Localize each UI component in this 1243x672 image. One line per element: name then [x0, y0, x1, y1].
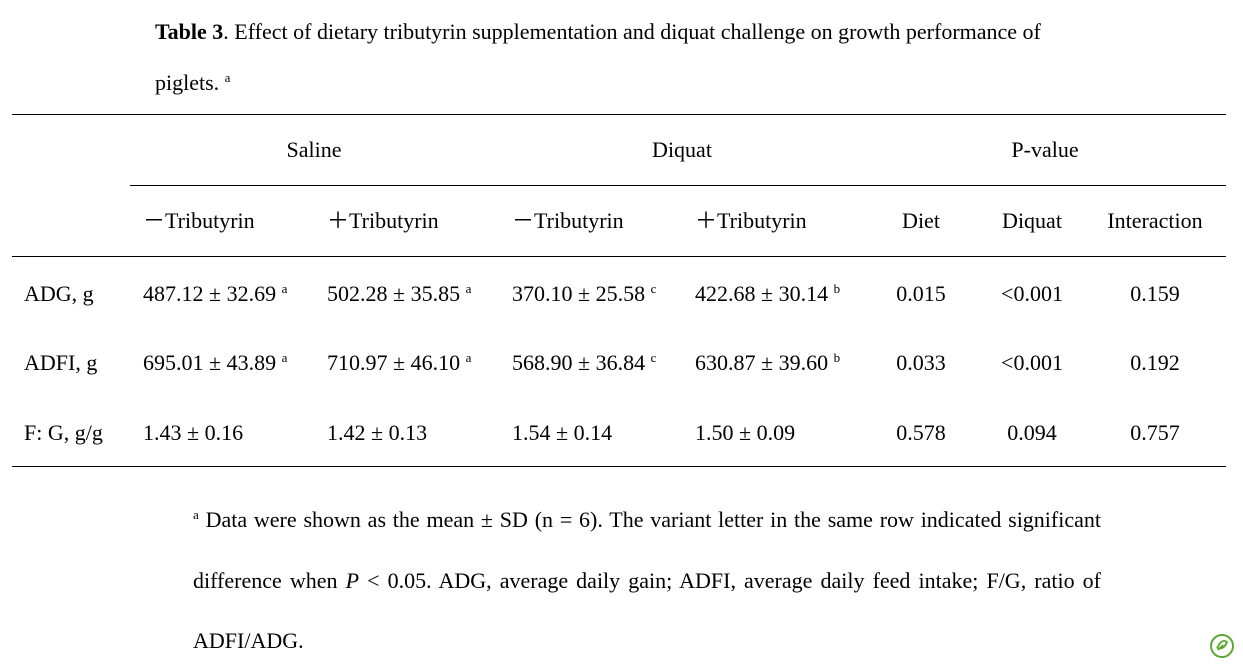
footnote-italic: P: [345, 567, 360, 593]
cell-value: 370.10 ± 25.58: [512, 281, 646, 306]
rule: [130, 185, 1226, 186]
cell: 422.68 ± 30.14 b: [695, 281, 840, 307]
p-value: 0.757: [1130, 420, 1180, 445]
cell: 695.01 ± 43.89 a: [143, 350, 287, 376]
p-value: <0.001: [1001, 281, 1063, 306]
title-text: . Effect of dietary tributyrin supplemen…: [155, 19, 1041, 95]
footnote: a Data were shown as the mean ± SD (n = …: [193, 490, 1101, 672]
group-header: Saline: [286, 137, 342, 162]
cell: 370.10 ± 25.58 c: [512, 281, 656, 307]
cell: 1.42 ± 0.13: [327, 420, 427, 446]
cell: 502.28 ± 35.85 a: [327, 281, 471, 307]
cell: 487.12 ± 32.69 a: [143, 281, 287, 307]
cell-sup: a: [281, 350, 288, 365]
column-header: Interaction: [1107, 208, 1203, 233]
cell-value: 630.87 ± 39.60: [695, 350, 829, 375]
cell-sup: c: [650, 350, 657, 365]
cell-sup: a: [281, 281, 288, 296]
column-header: －Tributyrin: [143, 208, 255, 233]
cell-value: 1.43 ± 0.16: [143, 420, 244, 445]
column-header: ＋Tributyrin: [695, 208, 807, 233]
cell-value: 1.50 ± 0.09: [695, 420, 796, 445]
table-title: Table 3. Effect of dietary tributyrin su…: [155, 6, 1067, 108]
cell-value: 502.28 ± 35.85: [327, 281, 461, 306]
row-label: ADG, g: [24, 281, 94, 306]
cell-sup: b: [833, 281, 841, 296]
p-value: 0.015: [896, 281, 946, 306]
footnote-sup: a: [193, 507, 199, 522]
cell-value: 487.12 ± 32.69: [143, 281, 277, 306]
p-value: <0.001: [1001, 350, 1063, 375]
cell-sup: b: [833, 350, 841, 365]
rule: [12, 256, 1226, 257]
p-value: 0.094: [1007, 420, 1057, 445]
cell-value: 695.01 ± 43.89: [143, 350, 277, 375]
cell-value: 710.97 ± 46.10: [327, 350, 461, 375]
cell: 568.90 ± 36.84 c: [512, 350, 656, 376]
footnote-text: Data were shown as the mean ± SD (n = 6)…: [193, 507, 1101, 593]
title-sup: a: [224, 70, 231, 85]
cell-sup: a: [465, 350, 472, 365]
row-label: F: G, g/g: [24, 420, 103, 445]
cell: 1.50 ± 0.09: [695, 420, 795, 446]
cell-value: 422.68 ± 30.14: [695, 281, 829, 306]
footnote-text: < 0.05. ADG, average daily gain; ADFI, a…: [193, 567, 1101, 654]
column-header: Diquat: [1002, 208, 1062, 233]
column-header: ＋Tributyrin: [327, 208, 439, 233]
p-value: 0.192: [1130, 350, 1180, 375]
cell: 630.87 ± 39.60 b: [695, 350, 840, 376]
column-header: －Tributyrin: [512, 208, 624, 233]
cell-value: 568.90 ± 36.84: [512, 350, 646, 375]
cell-value: 1.54 ± 0.14: [512, 420, 613, 445]
column-header: Diet: [902, 208, 940, 233]
rule: [12, 466, 1226, 467]
logo-icon: [1210, 634, 1234, 658]
p-value: 0.033: [896, 350, 946, 375]
cell-value: 1.42 ± 0.13: [327, 420, 428, 445]
p-value: 0.159: [1130, 281, 1180, 306]
title-bold: Table 3: [155, 19, 224, 44]
cell: 1.54 ± 0.14: [512, 420, 612, 446]
p-value: 0.578: [896, 420, 946, 445]
group-header: P-value: [1011, 137, 1079, 162]
rule: [12, 114, 1226, 115]
row-label: ADFI, g: [24, 350, 98, 375]
cell-sup: a: [465, 281, 472, 296]
cell-sup: c: [650, 281, 657, 296]
cell: 1.43 ± 0.16: [143, 420, 243, 446]
cell: 710.97 ± 46.10 a: [327, 350, 471, 376]
group-header: Diquat: [652, 137, 712, 162]
